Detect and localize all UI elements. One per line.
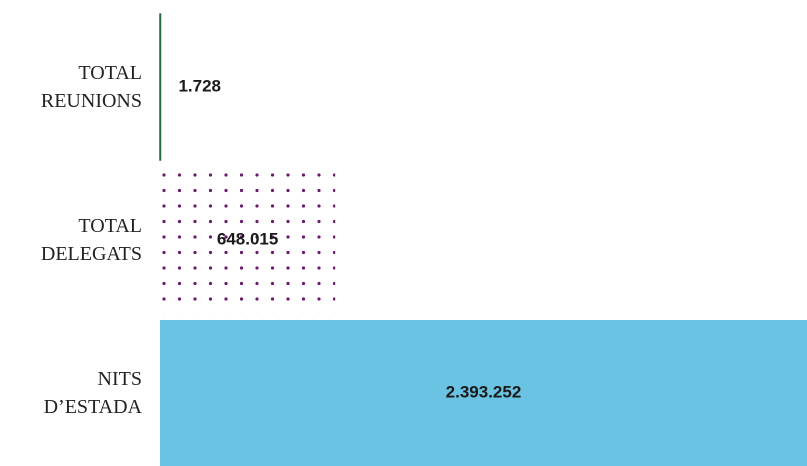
value-label: 1.728 bbox=[178, 76, 221, 95]
bar bbox=[160, 320, 807, 466]
value-label: 648.015 bbox=[217, 229, 278, 248]
category-label: TOTAL DELEGATS bbox=[40, 215, 142, 265]
category-label: NITS D’ESTADA bbox=[43, 368, 142, 418]
value-label: 2.393.252 bbox=[446, 382, 522, 401]
bar bbox=[160, 167, 336, 313]
category-label: TOTAL REUNIONS bbox=[40, 62, 142, 112]
